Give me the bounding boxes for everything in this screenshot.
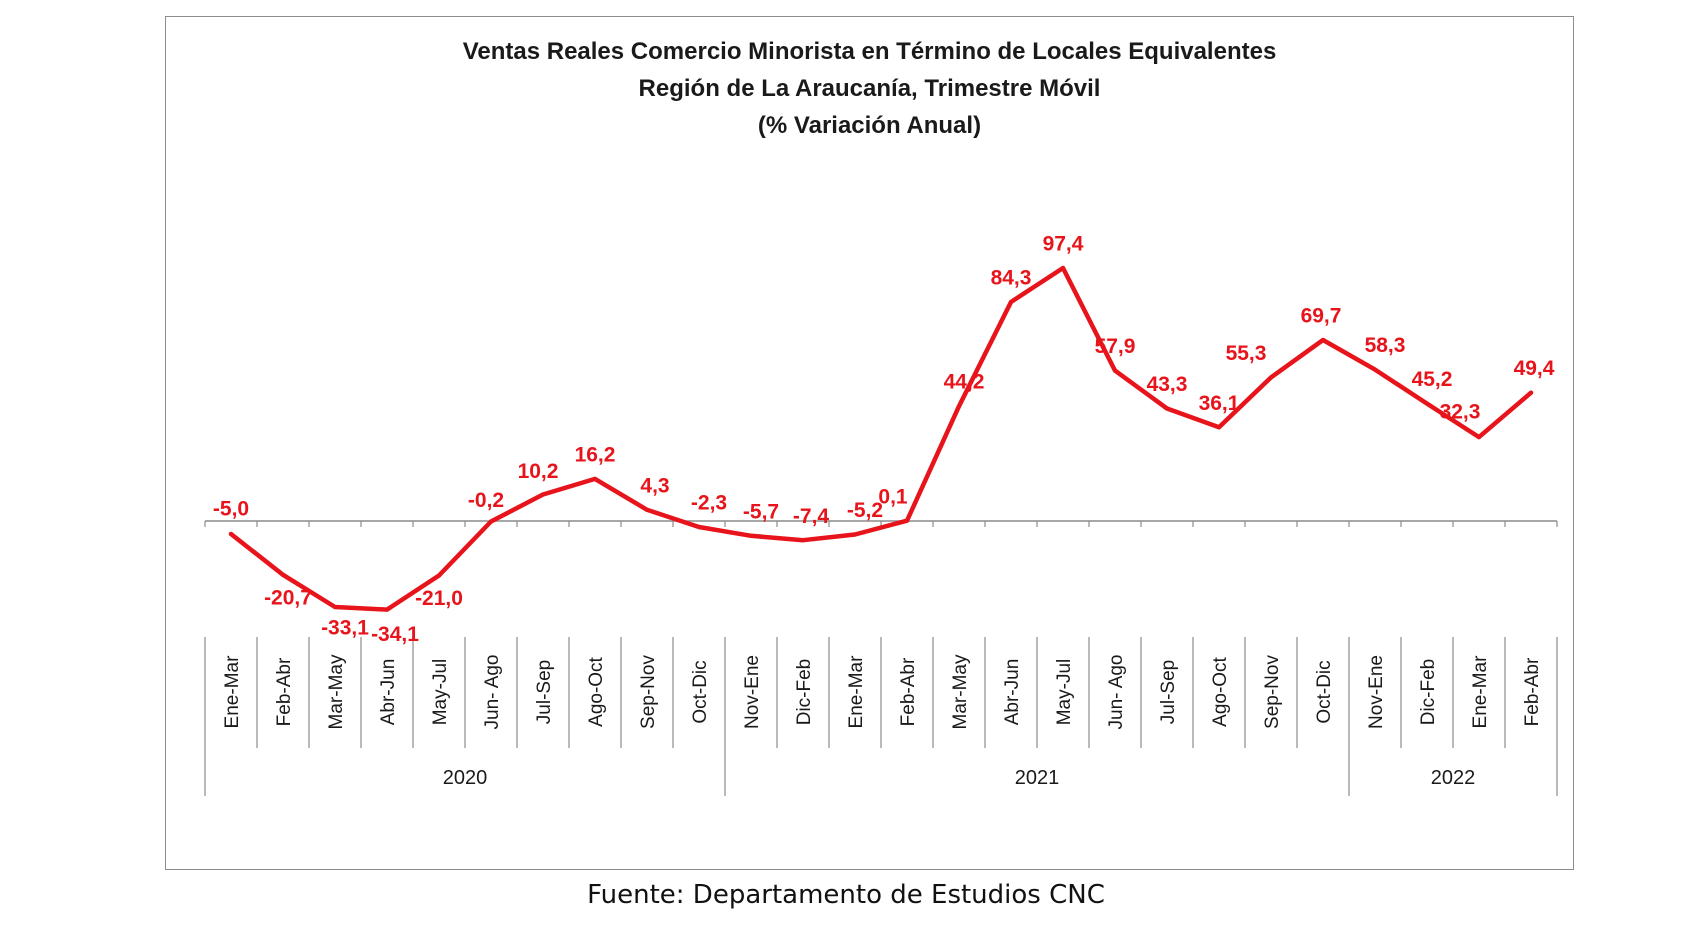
data-point	[1165, 406, 1169, 411]
series-line-group	[228, 265, 1534, 612]
data-point	[489, 519, 493, 524]
data-label: 16,2	[575, 443, 616, 466]
data-label: 84,3	[991, 267, 1032, 290]
x-tick-label: Mar-May	[950, 654, 971, 729]
x-tick-label: Jun- Ago	[482, 655, 503, 730]
data-label: -7,4	[793, 505, 830, 528]
data-label: -0,2	[468, 489, 504, 512]
data-label: -34,1	[371, 623, 419, 646]
data-label: 4,3	[640, 474, 669, 497]
x-tick-label: Feb-Abr	[1522, 657, 1543, 726]
x-tick-label: Ago-Oct	[586, 656, 607, 726]
data-point	[1217, 425, 1221, 430]
data-labels: -5,0-20,7-33,1 -34,1-21,0-0,210,216,24,3-…	[213, 233, 1555, 647]
data-label: -5,7	[743, 500, 779, 523]
data-label: 57,9	[1095, 335, 1136, 358]
data-point	[437, 573, 441, 578]
data-label: -5,2	[847, 499, 883, 522]
data-point	[1061, 266, 1065, 270]
x-tick-label: Ene-Mar	[1470, 655, 1491, 729]
data-point	[645, 507, 649, 512]
x-tick-label: Ene-Mar	[222, 655, 243, 729]
data-label: 10,2	[518, 460, 559, 483]
data-point	[1425, 401, 1429, 406]
data-point	[697, 524, 701, 529]
x-tick-label: Dic-Feb	[1418, 659, 1439, 726]
x-tick-label: Jul-Sep	[534, 660, 555, 724]
year-label: 2022	[1431, 767, 1476, 789]
x-tick-label: Nov-Ene	[742, 655, 763, 729]
x-tick-label: Jul-Sep	[1158, 660, 1179, 724]
data-point	[1373, 367, 1377, 372]
data-label: -21,0	[415, 587, 463, 610]
year-labels: 2020 2021 2022	[443, 767, 1476, 789]
year-label: 2021	[1015, 767, 1060, 789]
data-point	[801, 538, 805, 543]
data-point	[1269, 375, 1273, 380]
data-point	[229, 531, 233, 536]
data-label: 43,3	[1147, 373, 1188, 396]
chart-subtitle-units: (% Variación Anual)	[757, 112, 982, 139]
data-label: -20,7	[264, 586, 312, 609]
x-tick-labels: Ene-Mar Feb-Abr Mar-May Abr-Jun May-Jul Jun- …	[222, 654, 1543, 729]
data-point	[1113, 368, 1117, 373]
data-label: 36,1	[1199, 392, 1240, 415]
x-tick-label: Feb-Abr	[898, 657, 919, 726]
x-tick-label: Ene-Mar	[846, 655, 867, 729]
chart-frame	[165, 16, 1574, 870]
data-label: 58,3	[1365, 334, 1406, 357]
data-point	[1321, 337, 1325, 342]
data-point	[333, 604, 337, 609]
x-tick-label: Oct-Dic	[1314, 660, 1335, 723]
data-label: 44,2	[944, 371, 985, 394]
x-tick-label: Ago-Oct	[1210, 656, 1231, 726]
data-label: -5,0	[213, 498, 249, 521]
data-point	[541, 492, 545, 497]
data-point	[957, 404, 961, 409]
x-axis	[204, 520, 1558, 796]
data-label: 69,7	[1301, 304, 1342, 327]
x-tick-label: Feb-Abr	[274, 657, 295, 726]
chart-title: Ventas Reales Comercio Minorista en Térm…	[462, 38, 1277, 65]
data-label: 55,3	[1226, 342, 1267, 365]
x-tick-label: Abr-Jun	[1002, 659, 1023, 726]
data-point	[905, 518, 909, 523]
data-label: -33,1	[321, 617, 369, 640]
data-label: 0,1	[878, 485, 908, 508]
data-label: 32,3	[1440, 401, 1481, 424]
data-label: 49,4	[1514, 357, 1555, 380]
x-tick-label: May-Jul	[1054, 659, 1075, 726]
data-label: 97,4	[1043, 233, 1084, 256]
data-label: 45,2	[1412, 368, 1453, 391]
x-tick-label: Jun- Ago	[1106, 655, 1127, 730]
data-point	[281, 572, 285, 577]
x-tick-label: Dic-Feb	[794, 659, 815, 726]
source-note: Fuente: Departamento de Estudios CNC	[587, 880, 1105, 910]
x-tick-label: Mar-May	[326, 654, 347, 729]
data-point	[853, 532, 857, 537]
data-point	[385, 607, 389, 612]
data-point	[1009, 300, 1013, 305]
x-tick-label: Sep-Nov	[1262, 655, 1283, 729]
chart-subtitle: Región de La Araucanía, Trimestre Móvil	[638, 75, 1101, 102]
data-label: -2,3	[691, 492, 727, 515]
x-tick-label: May-Jul	[430, 659, 451, 726]
x-tick-label: Abr-Jun	[378, 659, 399, 726]
data-point	[593, 476, 597, 481]
year-label: 2020	[443, 767, 488, 789]
x-tick-label: Oct-Dic	[690, 660, 711, 723]
data-point	[1529, 390, 1533, 395]
data-point	[749, 533, 753, 538]
x-tick-label: Sep-Nov	[638, 655, 659, 729]
series-line	[228, 265, 1534, 612]
data-point	[1477, 435, 1481, 440]
x-tick-label: Nov-Ene	[1366, 655, 1387, 729]
